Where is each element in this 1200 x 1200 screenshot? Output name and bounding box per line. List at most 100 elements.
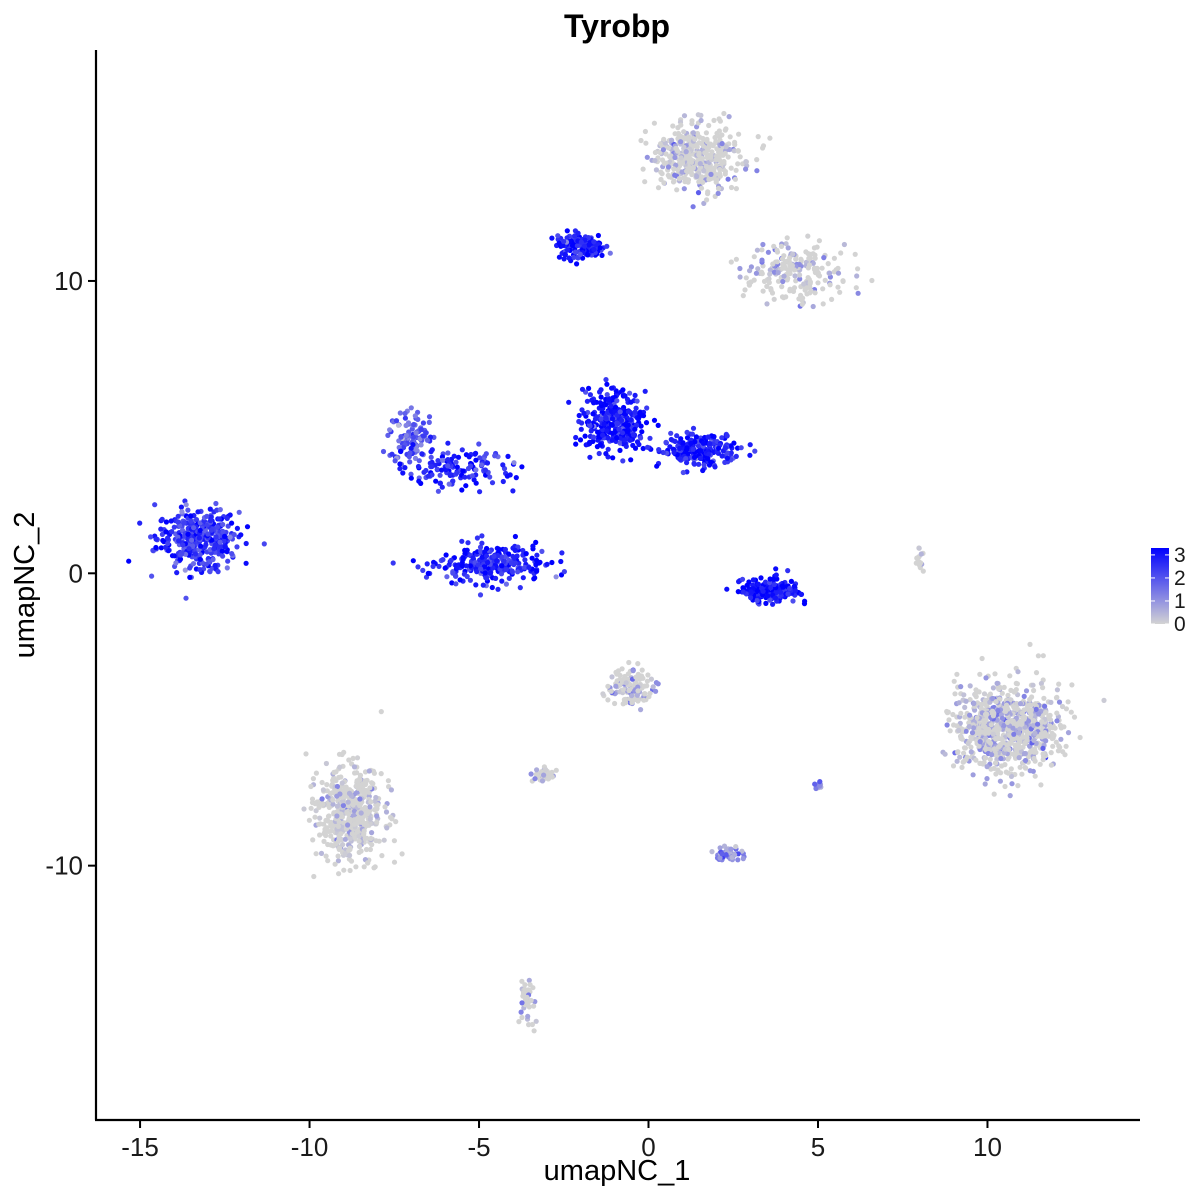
cell-point	[952, 691, 958, 697]
cell-point	[549, 774, 555, 780]
cell-point	[603, 377, 609, 383]
cell-point	[320, 787, 326, 793]
cell-point	[918, 551, 924, 557]
cell-point	[771, 243, 777, 249]
cell-point	[607, 250, 613, 256]
cell-point	[709, 849, 715, 855]
cell-point	[177, 556, 184, 562]
cell-point	[598, 416, 604, 422]
cell-point	[408, 405, 414, 411]
cell-point	[605, 446, 611, 452]
cell-point	[779, 294, 786, 300]
cell-point	[528, 771, 534, 777]
cell-point	[439, 484, 445, 490]
cell-point	[402, 465, 408, 471]
cell-point	[387, 427, 393, 433]
cell-point	[473, 582, 479, 588]
cell-point	[190, 561, 197, 567]
cell-point	[787, 585, 793, 592]
cell-point	[575, 230, 581, 236]
cell-point	[220, 553, 226, 559]
cell-point	[681, 186, 687, 192]
cell-point	[790, 251, 796, 257]
cell-point	[1058, 736, 1064, 742]
cell-point	[715, 185, 722, 192]
cell-point	[1031, 718, 1037, 724]
cell-point	[437, 472, 443, 478]
cell-point	[338, 831, 344, 837]
cell-point	[378, 709, 384, 715]
cell-point	[367, 785, 373, 791]
cell-point	[478, 548, 484, 555]
cell-point	[1007, 793, 1013, 799]
cell-point	[973, 757, 979, 763]
cell-point	[987, 691, 994, 697]
cell-point	[515, 569, 521, 575]
cell-point	[363, 846, 370, 853]
cell-point	[685, 136, 691, 142]
cell-point	[586, 418, 592, 424]
cell-point	[683, 149, 689, 155]
cell-point	[1043, 709, 1049, 715]
cell-point	[1027, 768, 1033, 774]
cell-point	[626, 688, 632, 694]
cell-point	[470, 555, 476, 561]
cell-point	[764, 301, 770, 307]
cell-point	[224, 565, 230, 571]
cell-point	[440, 457, 446, 463]
cell-point	[793, 256, 799, 262]
cell-point	[778, 243, 785, 249]
cell-point	[539, 778, 546, 784]
cell-point	[660, 147, 667, 153]
cell-point	[681, 144, 687, 150]
cell-point	[411, 434, 417, 440]
cell-point	[601, 421, 607, 427]
cell-point	[467, 563, 473, 569]
cell-point	[688, 440, 694, 446]
cell-point	[460, 468, 466, 474]
cell-point	[812, 290, 818, 296]
cell-point	[605, 697, 611, 703]
cell-point	[837, 289, 843, 295]
cell-point	[445, 440, 451, 446]
x-tick-label: 10	[973, 1132, 1002, 1162]
cell-point	[638, 707, 644, 713]
cell-point	[755, 581, 762, 587]
cell-point	[1031, 749, 1037, 755]
cell-point	[732, 852, 738, 858]
cell-point	[791, 583, 797, 590]
cell-point	[760, 241, 766, 248]
cell-point	[777, 589, 784, 595]
cell-point	[328, 823, 334, 829]
cell-point	[920, 568, 926, 574]
cell-point	[721, 110, 727, 117]
cell-point	[597, 245, 603, 251]
cell-point	[743, 159, 749, 165]
cell-point	[380, 448, 387, 455]
cell-point	[1042, 730, 1048, 736]
cell-point	[1041, 695, 1047, 701]
cell-point	[234, 544, 240, 550]
cell-point	[511, 460, 517, 466]
cell-point	[597, 400, 603, 406]
cell-point	[641, 697, 647, 703]
cell-point	[954, 671, 960, 677]
cell-point	[189, 543, 196, 549]
cell-point	[821, 255, 827, 261]
cell-point	[192, 551, 199, 557]
cell-point	[962, 714, 968, 720]
cell-point	[968, 744, 974, 750]
cell-point	[713, 138, 719, 145]
cell-point	[613, 683, 619, 689]
cell-point	[1040, 757, 1046, 763]
cell-point	[397, 466, 403, 472]
cell-point	[224, 515, 230, 522]
cell-point	[482, 467, 488, 473]
cell-point	[1055, 748, 1061, 754]
cell-point	[1001, 722, 1007, 729]
cell-point	[566, 399, 572, 405]
cluster-13	[600, 659, 661, 713]
cell-point	[412, 413, 418, 419]
cell-point	[341, 787, 347, 793]
cell-point	[955, 749, 961, 755]
